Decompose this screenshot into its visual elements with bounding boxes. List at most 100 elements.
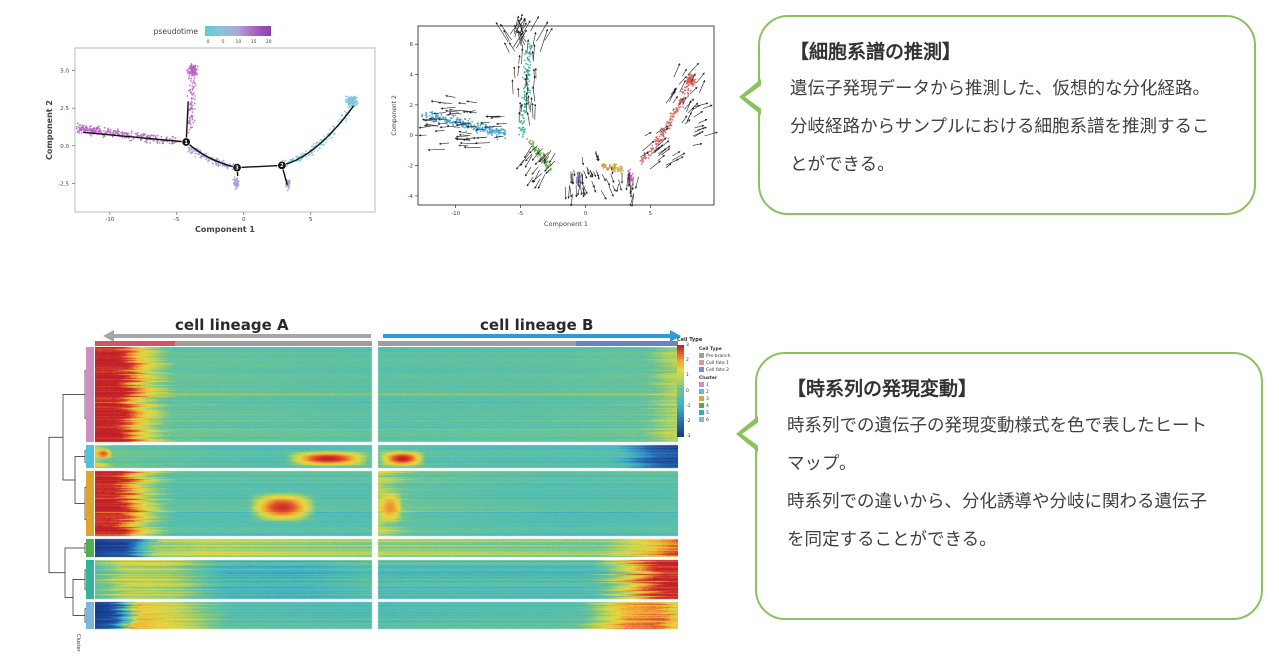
cluster-color-column: [86, 347, 94, 630]
cluster-purple-top-blob: [186, 63, 199, 77]
axis-label: 0: [584, 211, 588, 217]
callout-line: とができる。: [790, 155, 895, 175]
axis-label: 5: [309, 217, 313, 223]
celltype-legend-item: Cell fate 1: [699, 360, 765, 367]
lineage-a-label: cell lineage A: [175, 316, 289, 334]
cluster-legend-item: 2: [699, 389, 765, 396]
callout-tail: [735, 416, 760, 452]
cluster-cyan-top-blob: [344, 95, 359, 109]
row-dendrogram: [48, 356, 91, 623]
legend-swatch: [699, 367, 704, 372]
cluster-band-2: [86, 445, 94, 468]
scatter-points: [75, 63, 359, 192]
cluster-lavender-curve: [187, 146, 238, 172]
callout-timecourse-expression: 【時系列の発現変動】 時系列での遺伝子の発現変動様式を色で表したヒート マップ。…: [736, 352, 1263, 620]
callout-line: 時系列での違いから、分化誘導や分岐に関わる遺伝子: [787, 492, 1207, 512]
callout-line: 分岐経路からサンプルにおける細胞系譜を推測するこ: [790, 117, 1210, 137]
cluster-early-purple-band: [75, 122, 179, 145]
branch-point-2: 2: [277, 160, 287, 170]
pseudotime-legend: pseudotime 0 5 10 15 20: [154, 26, 272, 45]
annotation-segment: [378, 341, 576, 346]
axis-label: pseudotime: [154, 27, 199, 36]
cluster-legend-item: 4: [699, 403, 765, 410]
axis-label: 0: [207, 39, 210, 45]
axis-label: Component 1: [195, 225, 255, 234]
colorbar-tick: -1: [686, 403, 691, 409]
plot-panel: [74, 47, 376, 213]
svg-text:1: 1: [184, 140, 188, 146]
legend-swatch: [699, 410, 704, 415]
axis-label: -10: [451, 211, 460, 217]
cluster-lavender-lower-tuft: [232, 176, 240, 190]
legend-swatch: [699, 382, 704, 387]
celltype-legend-item: Cell fate 2: [699, 367, 765, 374]
cluster-legend-item: 1: [699, 382, 765, 389]
legend-swatch: [699, 417, 704, 422]
lineage-b-arrowhead: [670, 330, 681, 342]
celltype-legend-item: Pre-branch: [699, 353, 765, 360]
callout-line: 時系列での遺伝子の発現変動様式を色で表したヒート: [787, 416, 1207, 436]
colorbar-tick: 3: [686, 343, 689, 348]
cluster-purple-upper-arm: [186, 73, 199, 134]
cluster-legend-item: 3: [699, 396, 765, 403]
svg-text:2: 2: [280, 163, 284, 169]
celltype-legend-title: Cell Type: [699, 347, 722, 352]
cluster-legend-item: 5: [699, 410, 765, 417]
annotation-segment: [576, 341, 678, 346]
cluster-band-3: [86, 471, 94, 536]
lineage-b-label: cell lineage B: [480, 316, 594, 334]
axis-label: -5: [174, 217, 180, 223]
axis-label: -2: [408, 164, 413, 170]
dendrogram-lines: [48, 356, 91, 623]
heatmap-legend: Cell Type 3 2 1 0 -1 -2 -3 Cell Type Pre-branch…: [677, 337, 767, 439]
legend-swatch: [699, 353, 704, 358]
cluster-band-6: [86, 602, 94, 629]
colorbar-tick: 1: [686, 373, 689, 379]
branch-point-1: 1: [181, 137, 191, 147]
annotation-segment: [175, 341, 372, 346]
axis-label: -10: [105, 217, 114, 223]
heatmap-legend-title: Cell Type: [677, 337, 703, 343]
plot-panel: [417, 25, 715, 206]
cluster-teal-arm: [518, 43, 533, 138]
axis-label: 5: [222, 39, 225, 45]
axis-label: 2: [410, 103, 414, 109]
axis-label: 5.0: [60, 69, 69, 75]
cluster-legend-title: Cluster: [699, 376, 718, 381]
axis-label: 4: [410, 73, 414, 79]
expression-heatmap: [95, 347, 678, 630]
cluster-legend-item: 6: [699, 417, 765, 424]
callout-title: 【細胞系譜の推測】: [790, 41, 962, 63]
cluster-band-1: [86, 347, 94, 442]
axis-label: Component 2: [391, 95, 398, 136]
velocity-arrows: [418, 13, 718, 207]
cluster-axis-label: Cluster: [75, 634, 81, 652]
expression-colorbar: [677, 345, 684, 437]
axis-label: 5: [649, 211, 653, 217]
legend-swatch: [699, 396, 704, 401]
axis-label: 20: [266, 39, 272, 45]
celltype-annotation-bar-right: [378, 341, 678, 346]
annotation-segment: [95, 341, 175, 346]
axis-label: 10: [236, 39, 242, 45]
callout-line: を同定することができる。: [787, 530, 997, 550]
axis-label: -2.5: [58, 181, 69, 187]
cluster-band-4: [86, 539, 94, 557]
axis-label: Component 1: [544, 220, 588, 228]
axis-label: -4: [408, 194, 414, 200]
axis-label: 0: [410, 133, 414, 139]
trajectory-path: [82, 101, 355, 186]
axis-label: Component 2: [45, 100, 54, 160]
axis-label: -5: [518, 211, 524, 217]
callout-line: 遺伝子発現データから推測した、仮想的な分化経路。: [790, 79, 1210, 99]
legend-items: Cell Type Pre-branch Cell fate 1 Cell fate …: [699, 345, 765, 424]
callout-tail: [738, 79, 763, 115]
colorbar-tick: 0: [686, 388, 689, 394]
callout-line: マップ。: [787, 454, 857, 474]
colorbar-tick: -2: [686, 418, 691, 424]
pseudotime-colorbar: [205, 26, 271, 36]
legend-swatch: [699, 389, 704, 394]
axis-label: 6: [410, 42, 414, 48]
svg-text:3: 3: [235, 165, 239, 171]
